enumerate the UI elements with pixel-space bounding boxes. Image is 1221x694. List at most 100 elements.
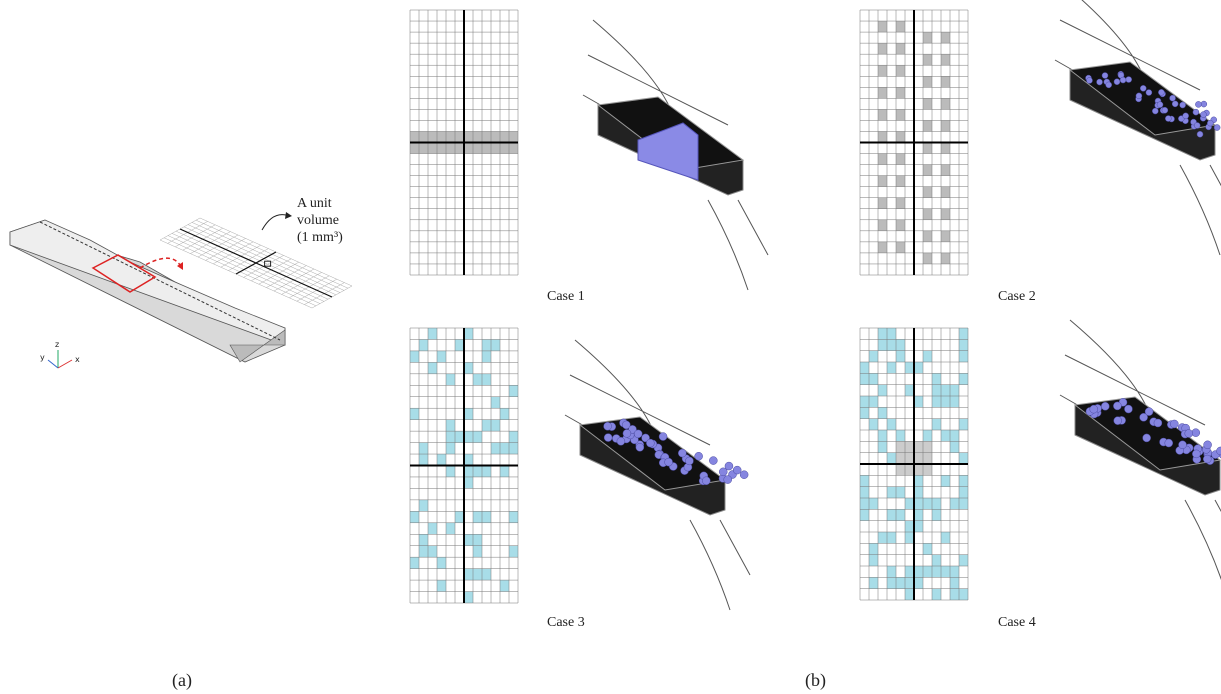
- grid-cell: [905, 532, 914, 543]
- grid-cell: [923, 165, 932, 176]
- grid-cell: [914, 396, 923, 407]
- axis-label: x: [75, 355, 80, 364]
- grid-cell: [464, 477, 473, 488]
- grid-cell: [446, 420, 455, 431]
- grid-cell: [464, 143, 473, 154]
- grid-cell: [419, 534, 428, 545]
- grid-cell: [923, 76, 932, 87]
- grid-cell: [410, 557, 419, 568]
- grid-cell: [500, 466, 509, 477]
- grid-cell: [923, 32, 932, 43]
- sphere: [1194, 122, 1200, 128]
- grid-cell: [500, 408, 509, 419]
- layout-grid: [410, 10, 518, 275]
- grid-cell: [878, 220, 887, 231]
- grid-cell: [878, 430, 887, 441]
- grid-cell: [887, 453, 896, 464]
- grid-cell: [428, 328, 437, 339]
- grid-cell: [473, 131, 482, 142]
- grid-cell: [860, 498, 869, 509]
- grid-cell: [473, 431, 482, 442]
- grid-cell: [491, 397, 500, 408]
- grid-cell: [905, 498, 914, 509]
- block-3d: [1055, 0, 1221, 255]
- sphere: [1197, 131, 1203, 137]
- grid-cell: [959, 475, 968, 486]
- grid-cell: [446, 143, 455, 154]
- grid-cell: [878, 176, 887, 187]
- grid-cell: [419, 339, 428, 350]
- sphere: [678, 449, 686, 457]
- sphere: [1165, 439, 1173, 447]
- grid-cell: [959, 373, 968, 384]
- grid-cell: [914, 441, 923, 452]
- grid-cell: [473, 534, 482, 545]
- grid-cell: [950, 589, 959, 600]
- grid-cell: [914, 475, 923, 486]
- grid-cell: [914, 464, 923, 475]
- block-3d: [565, 340, 750, 610]
- grid-cell: [950, 577, 959, 588]
- grid-cell: [941, 566, 950, 577]
- sphere: [1120, 77, 1126, 83]
- grid-cell: [941, 231, 950, 242]
- grid-cell: [896, 430, 905, 441]
- grid-cell: [896, 21, 905, 32]
- sphere: [1102, 73, 1108, 79]
- grid-cell: [914, 577, 923, 588]
- grid-cell: [482, 374, 491, 385]
- block-3d: [1060, 320, 1221, 590]
- grid-cell: [959, 339, 968, 350]
- grid-cell: [869, 373, 878, 384]
- grid-cell: [878, 328, 887, 339]
- grid-cell: [923, 351, 932, 362]
- sphere: [636, 443, 644, 451]
- grid-cell: [455, 339, 464, 350]
- grid-cell: [950, 498, 959, 509]
- grid-cell: [896, 109, 905, 120]
- sphere: [1136, 93, 1142, 99]
- grid-cell: [941, 98, 950, 109]
- grid-cell: [905, 521, 914, 532]
- grid-cell: [896, 87, 905, 98]
- grid-cell: [932, 385, 941, 396]
- sphere: [1140, 85, 1146, 91]
- grid-cell: [923, 566, 932, 577]
- grid-cell: [491, 443, 500, 454]
- sphere: [719, 468, 727, 476]
- grid-cell: [923, 231, 932, 242]
- grid-cell: [959, 453, 968, 464]
- grid-cell: [473, 374, 482, 385]
- grid-cell: [464, 466, 473, 477]
- grid-cell: [509, 131, 518, 142]
- grid-cell: [950, 430, 959, 441]
- grid-cell: [878, 109, 887, 120]
- grid-cell: [878, 339, 887, 350]
- sphere: [1165, 116, 1171, 122]
- block-3d: [583, 20, 768, 290]
- grid-cell: [860, 396, 869, 407]
- grid-cell: [464, 592, 473, 603]
- grid-cell: [437, 557, 446, 568]
- grid-cell: [878, 21, 887, 32]
- grid-cell: [410, 408, 419, 419]
- sphere: [1170, 420, 1178, 428]
- grid-cell: [878, 532, 887, 543]
- grid-cell: [509, 511, 518, 522]
- sphere: [659, 433, 667, 441]
- grid-cell: [941, 396, 950, 407]
- grid-cell: [914, 453, 923, 464]
- grid-cell: [509, 143, 518, 154]
- grid-cell: [896, 351, 905, 362]
- panel-label: (b): [805, 670, 826, 691]
- grid-cell: [887, 362, 896, 373]
- grid-cell: [860, 475, 869, 486]
- grid-cell: [869, 498, 878, 509]
- grid-cell: [878, 43, 887, 54]
- grid-cell: [491, 339, 500, 350]
- grid-cell: [491, 420, 500, 431]
- grid-cell: [860, 362, 869, 373]
- grid-cell: [941, 253, 950, 264]
- grid-cell: [410, 131, 419, 142]
- layout-grid: [860, 10, 968, 275]
